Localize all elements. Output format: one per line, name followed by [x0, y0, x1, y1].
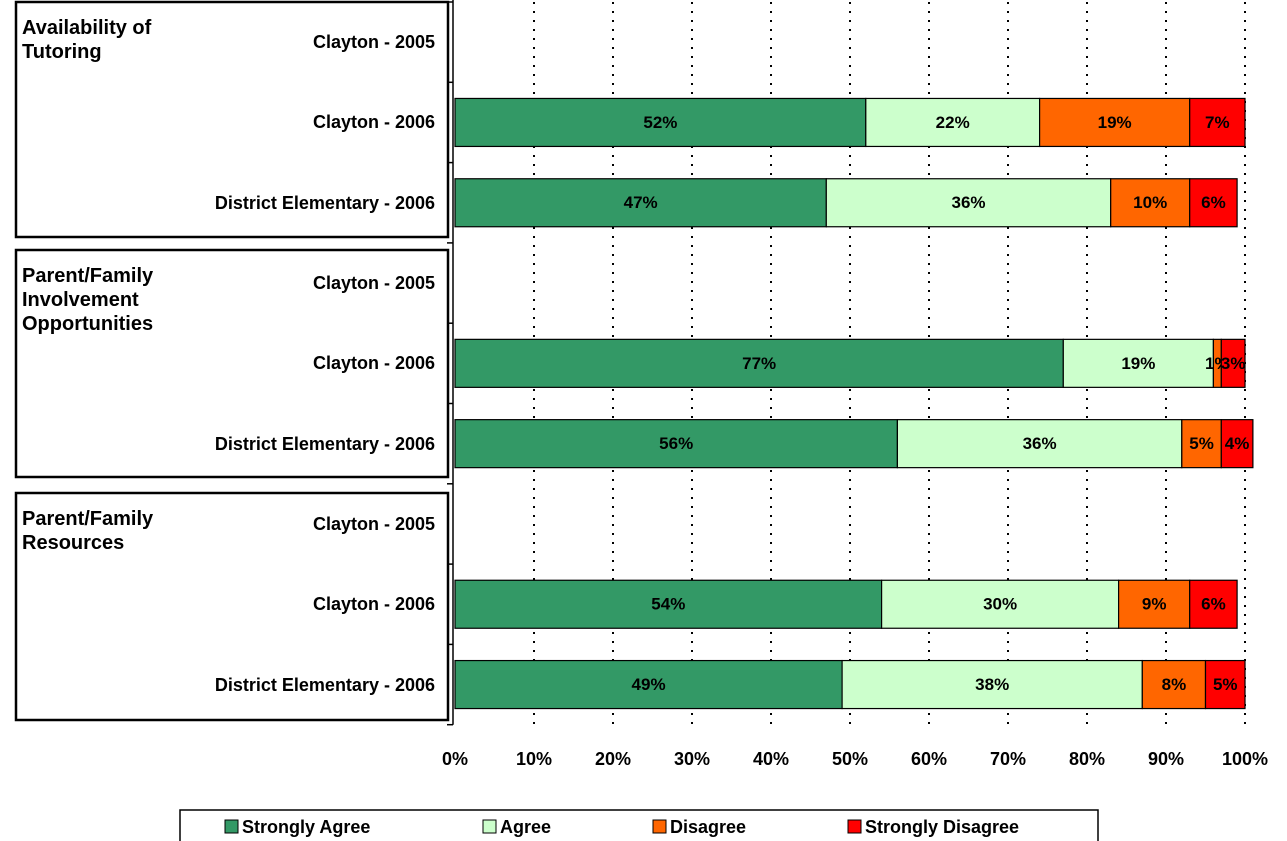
data-label: 3% — [1221, 354, 1246, 373]
data-label: 9% — [1142, 595, 1167, 614]
x-tick-label: 90% — [1148, 749, 1184, 769]
legend-swatch — [482, 819, 497, 834]
category-label: Clayton - 2005 — [312, 273, 435, 294]
category-label: Clayton - 2005 — [312, 32, 435, 53]
x-tick-label: 50% — [832, 749, 868, 769]
legend-swatch — [224, 819, 239, 834]
data-label: 5% — [1213, 675, 1238, 694]
bar-segment — [454, 579, 883, 629]
bar-segment — [841, 659, 1143, 710]
data-label: 19% — [1121, 354, 1155, 373]
x-tick-label: 70% — [990, 749, 1026, 769]
category-label: Clayton - 2006 — [312, 594, 435, 615]
data-label: 54% — [651, 595, 685, 614]
category-label: District Elementary - 2006 — [214, 674, 435, 695]
x-tick-label: 40% — [753, 749, 789, 769]
data-label: 52% — [643, 113, 677, 132]
legend-label: Strongly Agree — [242, 817, 370, 837]
data-label: 19% — [1098, 113, 1132, 132]
data-label: 30% — [983, 595, 1017, 614]
bar-segment — [454, 338, 1064, 388]
bar-segment — [1062, 338, 1215, 388]
legend-label: Agree — [500, 817, 551, 837]
data-label: 5% — [1189, 434, 1214, 453]
bar-segment — [1117, 579, 1191, 629]
data-label: 36% — [1023, 434, 1057, 453]
x-tick-label: 0% — [442, 749, 468, 769]
bar-segment — [1204, 659, 1246, 710]
bar-segment — [865, 97, 1041, 148]
category-label: Clayton - 2006 — [312, 112, 435, 133]
category-label: Clayton - 2006 — [312, 353, 435, 374]
bar-segment — [896, 419, 1183, 469]
data-label: 22% — [936, 113, 970, 132]
data-label: 56% — [659, 434, 693, 453]
bar-segment — [880, 579, 1120, 629]
group-box — [14, 248, 450, 479]
category-label: District Elementary - 2006 — [214, 433, 435, 454]
group-label: Parent/Family Involvement Opportunities — [22, 265, 154, 335]
legend-box — [179, 809, 1099, 841]
bar-segment — [1220, 419, 1254, 469]
x-tick-label: 30% — [674, 749, 710, 769]
data-label: 8% — [1162, 675, 1187, 694]
data-label: 36% — [951, 193, 985, 212]
bar-segment — [454, 178, 827, 228]
legend-label: Disagree — [670, 817, 746, 837]
bar-segment — [454, 419, 898, 469]
group-box — [14, 0, 450, 239]
data-label: 38% — [975, 675, 1009, 694]
data-label: 4% — [1225, 434, 1250, 453]
data-label: 10% — [1133, 193, 1167, 212]
bar-segment — [1189, 178, 1238, 228]
bar-segment — [825, 178, 1112, 228]
category-label: Clayton - 2005 — [312, 513, 435, 534]
bar-segment — [1141, 659, 1207, 710]
data-label: 6% — [1201, 595, 1226, 614]
category-label: District Elementary - 2006 — [214, 192, 435, 213]
bar-segment — [1189, 97, 1246, 148]
group-label: Parent/Family Resources — [22, 508, 154, 554]
bar-segment — [1181, 419, 1222, 469]
bar-segment — [1220, 338, 1246, 388]
data-label: 6% — [1201, 193, 1226, 212]
bar-segment — [454, 659, 843, 710]
x-tick-label: 10% — [516, 749, 552, 769]
data-label: 7% — [1205, 113, 1230, 132]
legend-swatch — [652, 819, 667, 834]
x-tick-label: 100% — [1222, 749, 1268, 769]
legend-label: Strongly Disagree — [865, 817, 1019, 837]
data-label: 49% — [632, 675, 666, 694]
group-label: Availability of Tutoring — [22, 17, 152, 63]
bar-segment — [1110, 178, 1191, 228]
data-label: 47% — [624, 193, 658, 212]
x-tick-label: 80% — [1069, 749, 1105, 769]
bar-segment — [1189, 579, 1238, 629]
x-tick-label: 20% — [595, 749, 631, 769]
x-tick-label: 60% — [911, 749, 947, 769]
data-label: 77% — [742, 354, 776, 373]
legend-swatch — [847, 819, 862, 834]
group-box — [14, 491, 450, 722]
